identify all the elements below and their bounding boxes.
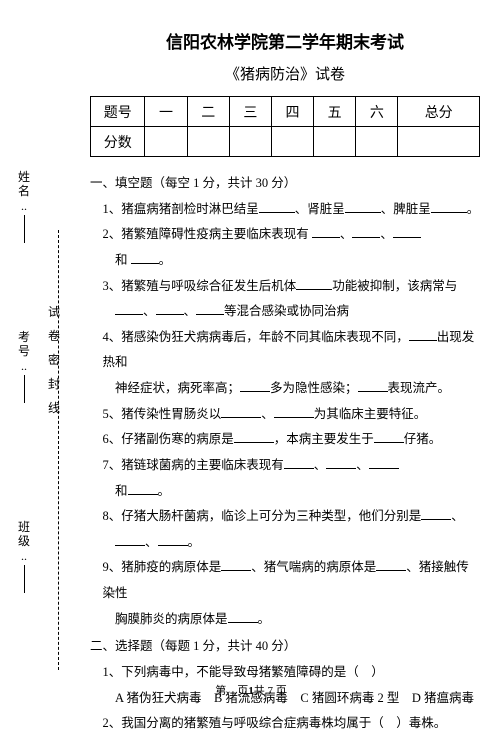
q2-cont: 和 。 bbox=[90, 248, 480, 274]
margin-labels: 姓名.. 考号.. 班级.. bbox=[18, 0, 38, 708]
q6: 6、仔猪副伤寒的病原是，本病主要发生于仔猪。 bbox=[90, 427, 480, 453]
q4-cont: 神经症状，病死率高；多为隐性感染；表现流产。 bbox=[90, 376, 480, 402]
q1: 1、猪瘟病猪剖检时淋巴结呈、肾脏呈、脾脏呈。 bbox=[90, 197, 480, 223]
th-1: 一 bbox=[145, 97, 187, 127]
questions: 一、填空题（每空 1 分，共计 30 分） 1、猪瘟病猪剖检时淋巴结呈、肾脏呈、… bbox=[90, 171, 480, 737]
score-total bbox=[398, 127, 480, 157]
q9-cont: 胸膜肺炎的病原体是。 bbox=[90, 607, 480, 633]
q7: 7、猪链球菌病的主要临床表现有、、 bbox=[90, 453, 480, 479]
score-5 bbox=[314, 127, 356, 157]
label-examno: 考号.. bbox=[18, 330, 30, 403]
q3-cont: 、、等混合感染或协同治病 bbox=[90, 299, 480, 325]
q8-cont: 、。 bbox=[90, 530, 480, 556]
score-6 bbox=[356, 127, 398, 157]
paper-title: 《猪病防治》试卷 bbox=[90, 63, 480, 84]
th-total: 总分 bbox=[398, 97, 480, 127]
q9: 9、猪肺疫的病原体是、猪气喘病的病原体是、猪接触传染性 bbox=[90, 555, 480, 606]
exam-body: 信阳农林学院第二学年期末考试 《猪病防治》试卷 题号 一 二 三 四 五 六 总… bbox=[90, 28, 480, 737]
th-label: 题号 bbox=[91, 97, 145, 127]
score-4 bbox=[271, 127, 313, 157]
s2q2: 2、我国分离的猪繁殖与呼吸综合症病毒株均属于（ ）毒株。 bbox=[90, 711, 480, 737]
label-class: 班级.. bbox=[18, 520, 30, 593]
seal-line-label: 试卷密封线 bbox=[48, 300, 60, 420]
q3: 3、猪繁殖与呼吸综合征发生后机体功能被抑制，该病常与 bbox=[90, 274, 480, 300]
q5: 5、猪传染性胃肠炎以、为其临床主要特征。 bbox=[90, 402, 480, 428]
label-name: 姓名.. bbox=[18, 170, 30, 243]
score-2 bbox=[187, 127, 229, 157]
school-title: 信阳农林学院第二学年期末考试 bbox=[90, 28, 480, 53]
section2-head: 二、选择题（每题 1 分，共计 40 分） bbox=[90, 634, 480, 660]
score-1 bbox=[145, 127, 187, 157]
q8: 8、仔猪大肠杆菌病，临诊上可分为三种类型，他们分别是、 bbox=[90, 504, 480, 530]
th-4: 四 bbox=[271, 97, 313, 127]
section1-head: 一、填空题（每空 1 分，共计 30 分） bbox=[90, 171, 480, 197]
score-table: 题号 一 二 三 四 五 六 总分 分数 bbox=[90, 96, 480, 157]
q7-cont: 和。 bbox=[90, 479, 480, 505]
page-footer: 第 页1共 7 页 bbox=[0, 682, 502, 698]
th-2: 二 bbox=[187, 97, 229, 127]
th-5: 五 bbox=[314, 97, 356, 127]
score-3 bbox=[229, 127, 271, 157]
seal-line bbox=[58, 230, 59, 670]
q2: 2、猪繁殖障碍性疫病主要临床表现有 、、 bbox=[90, 222, 480, 248]
q4: 4、猪感染伪狂犬病病毒后，年龄不同其临床表现不同，出现发热和 bbox=[90, 325, 480, 376]
th-6: 六 bbox=[356, 97, 398, 127]
th-3: 三 bbox=[229, 97, 271, 127]
score-label: 分数 bbox=[91, 127, 145, 157]
